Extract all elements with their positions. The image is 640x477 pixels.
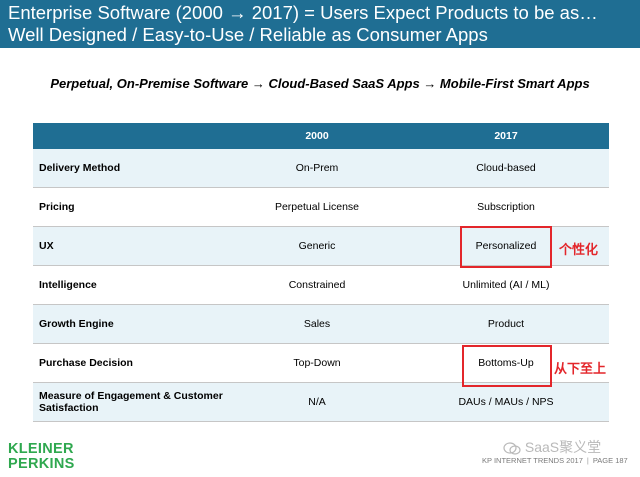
cell-2000: Top-Down — [231, 343, 403, 383]
annotation-purchase-decision: 从下至上 — [554, 361, 607, 376]
row-label: Purchase Decision — [33, 343, 231, 383]
slide-subtitle: Perpetual, On-Premise Software → Cloud-B… — [50, 76, 590, 91]
logo-line-1: KLEINER — [8, 441, 74, 457]
cell-2017: Bottoms-Up — [403, 343, 609, 383]
table-row: Measure of Engagement & Customer Satisfa… — [33, 382, 609, 422]
table-row: Purchase Decision Top-Down Bottoms-Up — [33, 343, 609, 383]
row-label: Intelligence — [33, 265, 231, 305]
table-row: UX Generic Personalized — [33, 226, 609, 266]
table-row: Pricing Perpetual License Subscription — [33, 187, 609, 227]
comparison-table: 2000 2017 Delivery Method On-Prem Cloud-… — [33, 123, 609, 422]
row-label: UX — [33, 226, 231, 266]
footer-separator: | — [586, 456, 589, 465]
header-cell-2017: 2017 — [403, 123, 609, 149]
row-label: Delivery Method — [33, 149, 231, 188]
header-cell-2000: 2000 — [231, 123, 403, 149]
header-cell-blank — [33, 123, 231, 149]
slide-title-line-2: Well Designed / Easy-to-Use / Reliable a… — [8, 24, 488, 45]
table-row: Delivery Method On-Prem Cloud-based — [33, 149, 609, 188]
cell-2000: On-Prem — [231, 149, 403, 188]
cell-2017: Subscription — [403, 187, 609, 227]
row-label: Measure of Engagement & Customer Satisfa… — [33, 382, 231, 422]
cell-2017: Product — [403, 304, 609, 344]
cell-2017: Personalized — [403, 226, 609, 266]
cell-2017: Unlimited (AI / ML) — [403, 265, 609, 305]
cell-2000: Perpetual License — [231, 187, 403, 227]
cell-2000: Generic — [231, 226, 403, 266]
slide-title-line-1: Enterprise Software (2000 → 2017) = User… — [8, 2, 598, 23]
row-label: Growth Engine — [33, 304, 231, 344]
table-row: Intelligence Constrained Unlimited (AI /… — [33, 265, 609, 305]
title-bar: Enterprise Software (2000 → 2017) = User… — [0, 0, 640, 48]
logo-line-2: PERKINS — [8, 456, 75, 472]
highlight-box-purchase-decision — [462, 345, 552, 387]
annotation-ux: 个性化 — [559, 242, 599, 257]
footer-source: KP INTERNET TRENDS 2017 — [482, 456, 583, 465]
cell-2000: Sales — [231, 304, 403, 344]
kleiner-perkins-logo: KLEINER PERKINS — [8, 442, 75, 472]
wechat-icon — [503, 442, 521, 455]
row-label: Pricing — [33, 187, 231, 227]
cell-2000: Constrained — [231, 265, 403, 305]
cell-2017: DAUs / MAUs / NPS — [403, 382, 609, 422]
highlight-box-ux — [460, 226, 552, 268]
footer: KP INTERNET TRENDS 2017 | PAGE 187 — [482, 456, 628, 465]
watermark: SaaS聚义堂 — [503, 437, 601, 457]
table-header-row: 2000 2017 — [33, 123, 609, 149]
watermark-text: SaaS聚义堂 — [524, 439, 602, 455]
cell-2000: N/A — [231, 382, 403, 422]
table-row: Growth Engine Sales Product — [33, 304, 609, 344]
cell-2017: Cloud-based — [403, 149, 609, 188]
footer-page: PAGE 187 — [592, 456, 628, 465]
